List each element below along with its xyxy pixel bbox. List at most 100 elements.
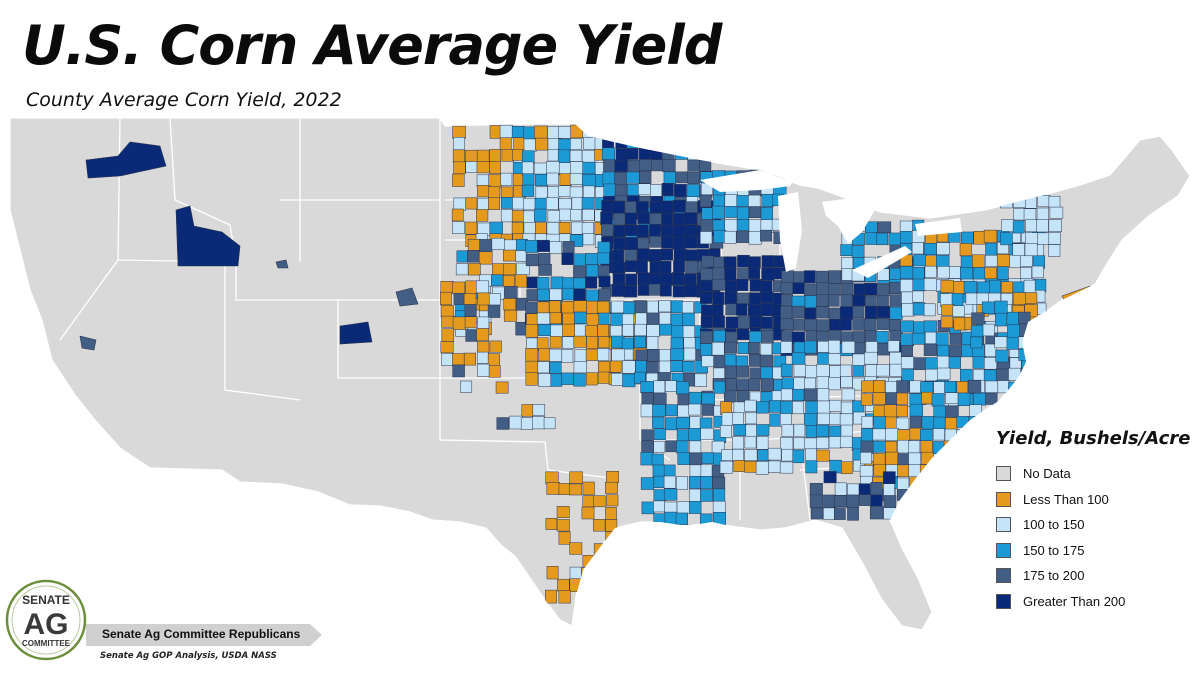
county-cell: [756, 436, 769, 450]
county-cell: [912, 267, 925, 281]
county-cell: [452, 353, 465, 367]
county-cell: [624, 249, 638, 262]
county-cell: [983, 229, 998, 243]
legend-item-175-to-200: 175 to 200: [996, 563, 1196, 589]
county-cell: [463, 293, 477, 306]
county-cell: [558, 221, 571, 234]
county-cell: [585, 276, 598, 289]
county-cell: [921, 475, 934, 489]
county-cell: [921, 416, 936, 430]
county-cell: [839, 306, 854, 320]
county-cell: [664, 417, 678, 431]
county-cell: [725, 206, 739, 218]
county-cell: [685, 134, 699, 147]
county-cell: [504, 286, 518, 299]
county-cell: [646, 312, 660, 326]
county-cell: [760, 229, 773, 242]
county-cell: [537, 301, 550, 314]
county-cell: [724, 194, 738, 207]
county-cell: [976, 281, 990, 295]
county-cell: [908, 452, 921, 466]
county-cell: [1000, 194, 1013, 209]
county-cell: [737, 342, 750, 354]
county-cell: [503, 298, 517, 311]
county-cell: [593, 495, 606, 508]
county-cell: [876, 318, 890, 330]
county-cell: [859, 494, 872, 506]
county-cell: [520, 417, 534, 430]
county-cell: [963, 280, 977, 294]
county-cell: [613, 225, 625, 238]
legend-swatch: [996, 542, 1011, 558]
county-cell: [452, 316, 466, 330]
county-cell: [872, 440, 887, 453]
county-cell: [847, 507, 859, 521]
county-cell: [748, 194, 761, 208]
county-cell: [488, 174, 502, 188]
county-cell: [736, 206, 750, 220]
county-cell: [586, 372, 598, 386]
county-cell: [873, 416, 887, 430]
legend-label: No Data: [1023, 466, 1071, 482]
county-cell: [663, 475, 676, 489]
county-cell: [949, 266, 962, 279]
county-cell: [841, 341, 856, 354]
county-cell: [634, 323, 647, 337]
county-cell: [515, 250, 528, 262]
county-cell: [803, 283, 817, 297]
county-cell: [525, 360, 539, 374]
legend-swatch: [996, 593, 1011, 609]
county-cell: [557, 149, 570, 164]
county-cell: [909, 489, 922, 502]
county-cell: [805, 460, 818, 474]
county-cell: [736, 195, 750, 207]
county-cell: [585, 289, 599, 303]
county-cell: [969, 441, 983, 454]
county-cell: [859, 465, 874, 477]
county-cell: [440, 341, 454, 354]
county-cell: [899, 231, 913, 244]
county-cell: [1012, 292, 1027, 305]
county-cell: [748, 354, 761, 367]
county-cell: [606, 470, 619, 483]
county-cell: [581, 590, 594, 605]
county-cell: [610, 325, 623, 338]
county-cell: [582, 185, 595, 199]
county-cell: [476, 149, 490, 162]
county-cell: [569, 173, 583, 185]
county-cell: [535, 222, 547, 235]
county-cell: [725, 378, 738, 392]
county-cell: [713, 380, 726, 394]
county-cell: [965, 292, 979, 305]
county-cell: [653, 392, 667, 406]
county-cell: [532, 416, 545, 430]
county-cell: [440, 305, 454, 318]
county-cell: [597, 348, 610, 361]
county-cell: [780, 294, 793, 307]
county-cell: [1020, 367, 1033, 382]
county-cell: [931, 464, 945, 479]
county-cell: [601, 147, 615, 161]
county-cell: [960, 266, 974, 280]
county-cell: [596, 252, 610, 265]
county-cell: [937, 266, 950, 279]
county-cell: [558, 126, 572, 139]
county-cell: [817, 388, 830, 402]
county-cell: [944, 452, 958, 465]
county-cell: [781, 424, 794, 437]
county-cell: [694, 373, 707, 387]
county-cell: [653, 428, 666, 440]
county-cell: [970, 325, 984, 338]
county-cell: [586, 300, 599, 314]
county-cell: [626, 136, 640, 149]
county-cell: [924, 357, 938, 370]
county-cell: [724, 291, 737, 305]
county-cell: [804, 413, 818, 426]
county-cell: [841, 257, 854, 270]
county-cell: [923, 278, 937, 291]
county-cell: [275, 259, 289, 269]
county-cell: [624, 224, 638, 237]
county-cell: [487, 186, 501, 199]
county-cell: [936, 242, 950, 255]
county-cell: [865, 232, 878, 245]
